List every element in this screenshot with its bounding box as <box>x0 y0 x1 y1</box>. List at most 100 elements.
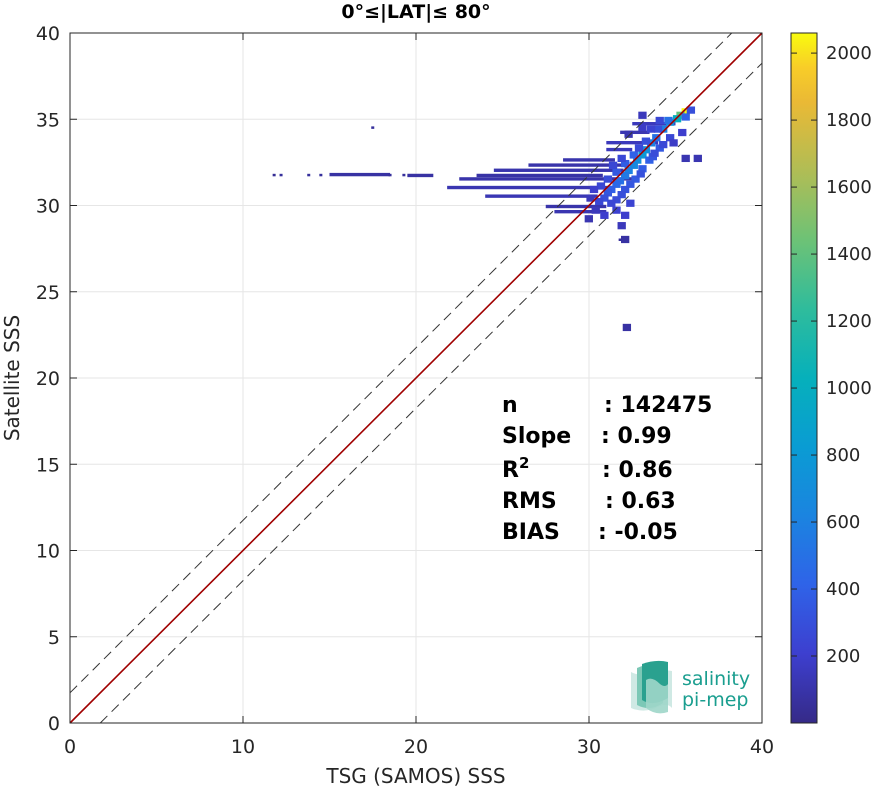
density-cell <box>621 159 630 168</box>
density-cell <box>608 161 618 169</box>
density-cell <box>617 222 626 230</box>
density-cell <box>621 211 630 219</box>
density-cell <box>650 149 659 157</box>
density-cell <box>669 139 678 147</box>
density-cell <box>638 123 647 131</box>
density-cell <box>624 130 633 138</box>
density-cell <box>629 161 638 169</box>
density-cell <box>638 111 647 119</box>
density-cell <box>638 151 647 159</box>
density-cell <box>653 125 663 133</box>
x-tick-label: 20 <box>404 736 428 758</box>
density-streak <box>447 185 615 190</box>
density-cell <box>603 189 613 197</box>
density-cell <box>693 154 702 163</box>
colorbar-tick-label: 1200 <box>826 311 872 332</box>
colorbar-tick-label: 2000 <box>826 43 872 64</box>
stat-label: R2 <box>502 454 529 483</box>
x-axis-title: TSG (SAMOS) SSS <box>325 764 505 788</box>
density-cell <box>589 185 599 194</box>
colorbar-tick-label: 1800 <box>826 110 872 131</box>
colorbar-tick-label: 1600 <box>826 177 872 198</box>
density-point <box>319 173 323 177</box>
density-streak <box>329 172 391 177</box>
colorbar-tick-label: 1400 <box>826 244 872 265</box>
x-tick-label: 10 <box>231 736 255 758</box>
density-cell <box>665 134 675 142</box>
density-point <box>307 173 311 177</box>
salinity-pi-mep-logo: salinity pi-mep <box>631 660 750 714</box>
density-cell <box>659 140 668 149</box>
y-tick-label: 10 <box>36 541 60 563</box>
colorbar-tick-label: 200 <box>826 646 860 667</box>
density-streak <box>493 168 624 172</box>
density-cell <box>612 196 621 204</box>
dashed-bound-line <box>99 62 763 724</box>
density-cell <box>686 106 696 114</box>
density-cell <box>664 116 673 125</box>
y-tick-label: 40 <box>36 23 60 45</box>
density-streak <box>632 122 676 126</box>
y-tick-label: 25 <box>36 282 60 304</box>
y-axis: 0 5 10 15 20 25 30 35 40 <box>36 23 762 735</box>
colorbar-tick-label: 1000 <box>826 378 872 399</box>
x-axis: 0 10 20 30 40 <box>64 33 774 758</box>
density-cell <box>638 165 647 173</box>
density-cell <box>621 185 630 194</box>
density-cell <box>633 156 642 164</box>
y-tick-label: 30 <box>36 196 60 218</box>
y-tick-label: 20 <box>36 368 60 390</box>
x-tick-label: 30 <box>577 736 601 758</box>
colorbar-tick-label: 600 <box>826 512 860 533</box>
density-streak <box>476 173 603 178</box>
density-cell <box>595 197 604 206</box>
y-axis-title: Satellite SSS <box>0 315 24 441</box>
density-streak <box>545 204 607 209</box>
y-tick-label: 15 <box>36 454 60 476</box>
density-streak <box>485 194 598 198</box>
density-streak <box>606 147 633 152</box>
density-cell <box>621 235 630 244</box>
density-streak <box>620 130 650 135</box>
colorbar: 200 400 600 800 1000 1200 1400 1600 1800 2000 <box>790 32 872 724</box>
density-cell <box>624 166 633 175</box>
density-cell <box>617 191 626 199</box>
stat-value: : 0.86 <box>602 458 673 483</box>
density-cell <box>607 199 616 207</box>
density-cell <box>617 154 626 163</box>
y-tick-label: 35 <box>36 109 60 131</box>
density-point <box>402 173 406 177</box>
density-cell <box>634 144 644 152</box>
one-to-one-line <box>69 32 763 724</box>
density-cell <box>600 194 609 202</box>
logo-wave-icon <box>631 660 672 714</box>
density-point <box>618 238 622 241</box>
density-cell <box>626 180 635 188</box>
stat-value: : 0.63 <box>605 489 676 514</box>
density-cell <box>626 199 635 207</box>
density-cell <box>629 151 638 159</box>
density-cell <box>591 206 600 214</box>
statistics-box: n: 142475 Slope: 0.99 R2: 0.86 RMS: 0.63 BIA… <box>502 393 712 545</box>
density-cell <box>622 323 632 332</box>
density-cell <box>612 180 621 188</box>
reference-lines <box>69 32 763 724</box>
stat-value: : 142475 <box>604 393 712 418</box>
density-cell <box>655 116 664 125</box>
density-cell <box>584 215 593 223</box>
y-tick-label: 5 <box>48 627 60 649</box>
y-tick-label: 0 <box>48 713 60 735</box>
density-cell <box>612 168 621 176</box>
chart-title: 0°≤|LAT|≤ 80° <box>341 1 490 23</box>
colorbar-gradient <box>790 32 818 724</box>
density-cell <box>678 128 687 137</box>
density-cell <box>641 137 651 145</box>
logo-text-line2: pi-mep <box>682 689 748 711</box>
stat-label: BIAS <box>502 520 560 545</box>
stat-label: RMS <box>502 489 557 514</box>
density-streak <box>407 173 434 178</box>
logo-text-line1: salinity <box>682 668 750 690</box>
stat-value: : 0.99 <box>601 424 672 449</box>
colorbar-tick-label: 400 <box>826 579 860 600</box>
